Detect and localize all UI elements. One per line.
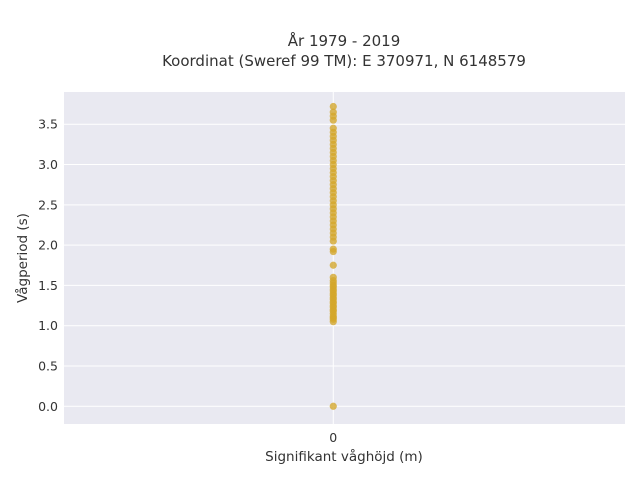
x-axis-label: Signifikant våghöjd (m) <box>265 448 423 465</box>
chart-title-line2: Koordinat (Sweref 99 TM): E 370971, N 61… <box>162 52 526 70</box>
x-tick-label: 0 <box>329 430 337 445</box>
y-tick-label: 1.0 <box>38 318 58 333</box>
x-axis-ticks: 00,010,020,030,040,05 <box>329 430 337 445</box>
data-point <box>329 124 337 132</box>
y-tick-label: 1.5 <box>38 278 58 293</box>
y-tick-label: 0.5 <box>38 358 58 373</box>
plot-area <box>64 92 625 424</box>
data-point <box>329 245 337 253</box>
chart-title-line1: År 1979 - 2019 <box>288 31 401 50</box>
y-tick-label: 2.5 <box>38 197 58 212</box>
y-axis-label: Vågperiod (s) <box>14 213 31 303</box>
data-point <box>329 273 337 281</box>
data-point <box>329 261 337 269</box>
data-point <box>329 402 337 410</box>
y-tick-label: 3.0 <box>38 157 58 172</box>
y-axis-ticks: 0.0 0.5 1.0 1.5 2.0 2.5 3.0 3.5 <box>38 117 58 414</box>
y-tick-label: 2.0 <box>38 238 58 253</box>
grid-lines <box>64 92 625 424</box>
y-tick-label: 0.0 <box>38 399 58 414</box>
data-points <box>329 102 337 410</box>
data-point <box>329 108 337 116</box>
data-point <box>329 102 337 111</box>
y-tick-label: 3.5 <box>38 117 58 132</box>
